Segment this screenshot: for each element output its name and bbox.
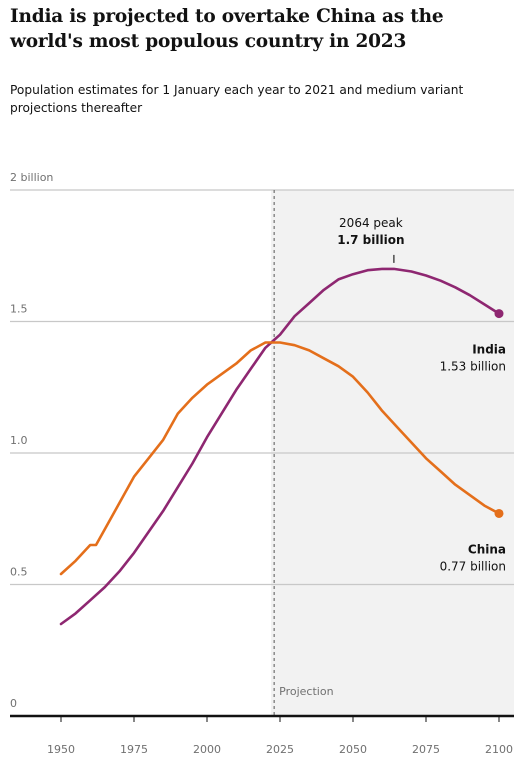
series-line-china — [59, 341, 501, 576]
chart-title: India is projected to overtake China as … — [10, 6, 444, 52]
end-label-value: 0.77 billion — [440, 559, 506, 573]
series-end-dot-china — [494, 508, 504, 518]
y-axis-tick-labels: 0 0.5 1.0 1.5 2 billion — [10, 171, 53, 710]
x-tick-label: 1975 — [120, 743, 148, 756]
y-tick-label: 0 — [10, 697, 17, 710]
x-tick-label: 2100 — [485, 743, 513, 756]
end-label-name: China — [468, 542, 506, 556]
x-tick-label: 2050 — [339, 743, 367, 756]
gridlines — [10, 189, 514, 586]
x-tick-label: 1950 — [47, 743, 75, 756]
series-end-dot-india — [494, 309, 504, 319]
y-tick-label: 0.5 — [10, 566, 28, 579]
x-tick-label: 2025 — [266, 743, 294, 756]
series-line-india — [59, 267, 501, 626]
series-end-labels: India 1.53 billion China 0.77 billion — [440, 343, 506, 574]
projection-label: Projection — [279, 685, 333, 698]
y-tick-label: 1.5 — [10, 303, 28, 316]
chart-subtitle: Population estimates for 1 January each … — [10, 83, 464, 115]
peak-annotation-year: 2064 peak — [339, 216, 403, 230]
end-label-name: India — [472, 343, 506, 357]
y-tick-label: 1.0 — [10, 434, 28, 447]
x-axis-tick-labels: 1950 1975 2000 2025 2050 2075 2100 — [47, 716, 513, 756]
x-tick-label: 2075 — [412, 743, 440, 756]
x-tick-label: 2000 — [193, 743, 221, 756]
y-tick-label: 2 billion — [10, 171, 53, 184]
series-lines — [59, 267, 504, 626]
end-label-value: 1.53 billion — [440, 360, 506, 374]
peak-annotation-value: 1.7 billion — [337, 233, 404, 247]
